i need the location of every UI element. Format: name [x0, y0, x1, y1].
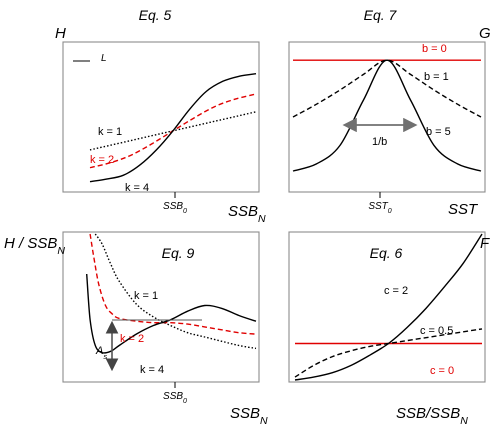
eq5-title: Eq. 5	[139, 7, 172, 23]
eq7-label-b0: b = 0	[422, 43, 447, 55]
eq6-label-c2: c = 2	[384, 285, 408, 297]
eq6-x-axis-label: SSB/SSBN	[396, 405, 468, 427]
eq9-series-1-line	[89, 233, 257, 335]
eq7-plot-frame	[288, 41, 486, 193]
eq6-y-axis-label: F	[480, 235, 490, 252]
eq7-x-axis-label: SST	[448, 201, 479, 218]
eq5-label-k4: k = 4	[125, 182, 149, 194]
eq5-x-tick-label: SSB0	[163, 201, 187, 215]
eq5-series-2-line	[89, 73, 257, 183]
eq6-title: Eq. 6	[370, 245, 403, 261]
eq9-label-k1: k = 1	[134, 290, 158, 302]
eq9-x-axis-label: SSBN	[230, 405, 268, 427]
eq5-label-k2: k = 2	[90, 154, 114, 166]
eq5-label-k1: k = 1	[98, 126, 122, 138]
eq9-series-0-line	[94, 233, 257, 350]
eq5-plot-frame	[62, 41, 260, 193]
eq6-series-2-line	[294, 233, 483, 381]
eq5-y-axis-label: H	[55, 25, 66, 42]
eq7-series-1-line	[292, 59, 482, 118]
eq7-label-b5: b = 5	[426, 126, 451, 138]
eq9-x-tick-label: SSB0	[163, 391, 187, 405]
eq7-x-tick-label: SST0	[368, 201, 391, 215]
eq9-y-axis-label: H / SSBN	[4, 235, 65, 257]
curves-layer	[86, 59, 483, 381]
eq5-l-label: L	[101, 53, 107, 64]
eq5-x-axis-label: SSBN	[228, 203, 266, 225]
eq7-title: Eq. 7	[364, 7, 398, 23]
eq9-label-k4: k = 4	[140, 364, 164, 376]
eq6-label-c0: c = 0	[430, 365, 454, 377]
eq6-plot-frame	[288, 231, 486, 383]
eq6-label-c05: c = 0.5	[420, 325, 453, 337]
eq9-amplitude-label: As	[95, 345, 107, 361]
eq7-label-b1: b = 1	[424, 71, 449, 83]
eq9-plot-frame	[62, 231, 260, 383]
eq7-series-2-line	[292, 59, 482, 172]
eq9-label-k2: k = 2	[120, 333, 144, 345]
eq9-series-2-line	[86, 273, 257, 354]
eq7-width-label: 1/b	[372, 136, 387, 148]
eq9-title: Eq. 9	[162, 245, 195, 261]
eq7-y-axis-label: G	[479, 25, 491, 42]
